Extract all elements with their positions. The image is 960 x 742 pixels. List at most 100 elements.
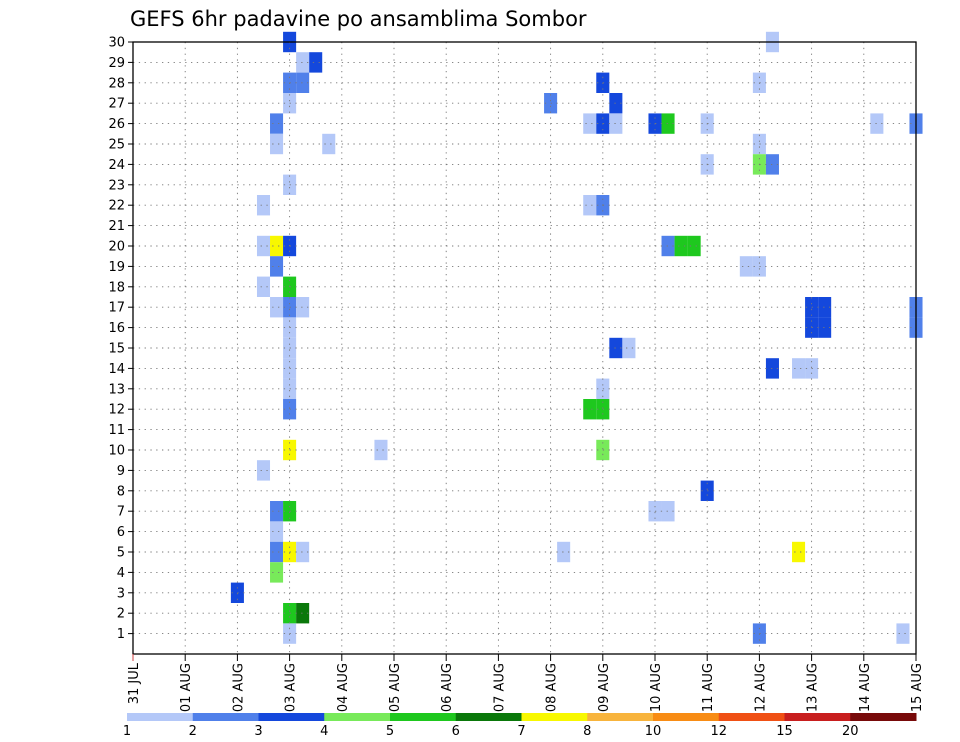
precip-cell [296, 72, 310, 93]
x-tick-label: 12 AUG [753, 663, 768, 712]
y-axis: 1234567891011121314151617181920212223242… [108, 36, 133, 642]
y-tick-label: 23 [108, 178, 125, 193]
precip-cell [609, 113, 623, 134]
chart-title: GEFS 6hr padavine po ansamblima Sombor [130, 7, 587, 31]
y-tick-label: 5 [117, 546, 125, 561]
precip-cell [557, 541, 571, 563]
precip-cell [661, 113, 675, 134]
y-tick-label: 17 [108, 301, 125, 316]
y-tick-label: 18 [108, 280, 125, 295]
precip-cell [765, 154, 779, 175]
y-tick-label: 16 [108, 321, 125, 336]
colorbar-segment [324, 713, 391, 721]
precip-cell [256, 276, 271, 297]
colorbar-segment [587, 713, 654, 721]
x-tick-label: 08 AUG [545, 663, 560, 712]
data-cells [230, 31, 923, 644]
y-tick-label: 13 [108, 382, 125, 397]
precip-cell [296, 603, 310, 624]
colorbar-label: 12 [710, 724, 727, 739]
precip-cell [270, 541, 284, 563]
colorbar-label: 5 [386, 724, 394, 739]
precip-cell [622, 337, 636, 359]
colorbar-segment [127, 713, 194, 721]
precip-cell [322, 133, 336, 155]
colorbar-label: 7 [517, 724, 525, 739]
colorbar-label: 10 [645, 724, 662, 739]
y-tick-label: 22 [108, 199, 125, 214]
y-tick-label: 14 [108, 362, 125, 377]
x-tick-label: 13 AUG [806, 663, 821, 712]
precip-cell [687, 235, 701, 257]
precip-cell [296, 541, 310, 563]
colorbar-segment [784, 713, 851, 721]
x-tick-label: 01 AUG [179, 663, 194, 712]
precip-cell [256, 235, 271, 257]
precip-cell [270, 133, 284, 155]
x-tick-label: 05 AUG [388, 663, 403, 712]
precip-cell [374, 439, 388, 461]
y-tick-label: 28 [108, 76, 125, 91]
colorbar-segment [258, 713, 325, 721]
y-tick-label: 24 [108, 158, 125, 173]
x-tick-label: 03 AUG [284, 663, 299, 712]
precip-cell [270, 501, 284, 522]
colorbar-label: 4 [320, 724, 328, 739]
x-tick-label: 14 AUG [858, 663, 873, 712]
y-tick-label: 1 [117, 627, 125, 642]
colorbar-label: 15 [776, 724, 793, 739]
x-tick-label: 09 AUG [597, 663, 612, 712]
precip-cell [700, 480, 714, 501]
y-tick-label: 2 [117, 607, 125, 622]
x-tick-label: 15 AUG [910, 663, 925, 712]
y-tick-label: 11 [108, 423, 125, 438]
y-tick-label: 6 [117, 525, 125, 540]
precip-cell [270, 297, 284, 318]
precip-cell [309, 52, 323, 73]
precip-cell [870, 113, 884, 134]
precip-cell [296, 52, 310, 73]
precip-cell [818, 317, 832, 338]
x-tick-label: 06 AUG [440, 663, 455, 712]
colorbar-label: 2 [189, 724, 197, 739]
precip-cell [270, 113, 284, 134]
precip-cell [270, 562, 284, 583]
y-tick-label: 4 [117, 566, 125, 581]
colorbar-label: 3 [254, 724, 262, 739]
precip-cell [818, 297, 832, 318]
y-tick-label: 25 [108, 138, 125, 153]
precip-cell [609, 337, 623, 359]
x-tick-label: 10 AUG [649, 663, 664, 712]
y-tick-label: 8 [117, 484, 125, 499]
colorbar-label: 1 [123, 724, 131, 739]
colorbar-segment [850, 713, 917, 721]
x-tick-label: 02 AUG [231, 663, 246, 712]
precip-cell [583, 195, 597, 216]
y-tick-label: 20 [108, 240, 125, 255]
y-tick-label: 19 [108, 260, 125, 275]
precip-cell [296, 297, 310, 318]
precip-cell [674, 235, 688, 257]
colorbar-segment [718, 713, 785, 721]
precip-cell [270, 521, 284, 542]
y-tick-label: 27 [108, 97, 125, 112]
y-tick-label: 21 [108, 219, 125, 234]
precip-cell [609, 93, 623, 114]
colorbar-segment [192, 713, 259, 721]
precip-cell [256, 460, 271, 481]
precip-cell [792, 541, 806, 563]
precip-cell [270, 256, 284, 277]
colorbar-label: 8 [583, 724, 591, 739]
x-tick-label: 11 AUG [701, 663, 716, 712]
colorbar-segment [521, 713, 588, 721]
colorbar-segment [455, 713, 522, 721]
precip-cell [661, 501, 675, 522]
colorbar: 1 2 3 4 5 6 7 8 10 12 15 20 [123, 713, 917, 739]
x-axis: 31 JUL 01 AUG 02 AUG 03 AUG 04 AUG 05 AUG 06 A… [127, 654, 925, 712]
precip-cell [583, 399, 597, 420]
precip-cell [896, 623, 910, 644]
y-tick-label: 3 [117, 586, 125, 601]
precip-cell [765, 358, 779, 379]
precip-cell [661, 235, 675, 257]
